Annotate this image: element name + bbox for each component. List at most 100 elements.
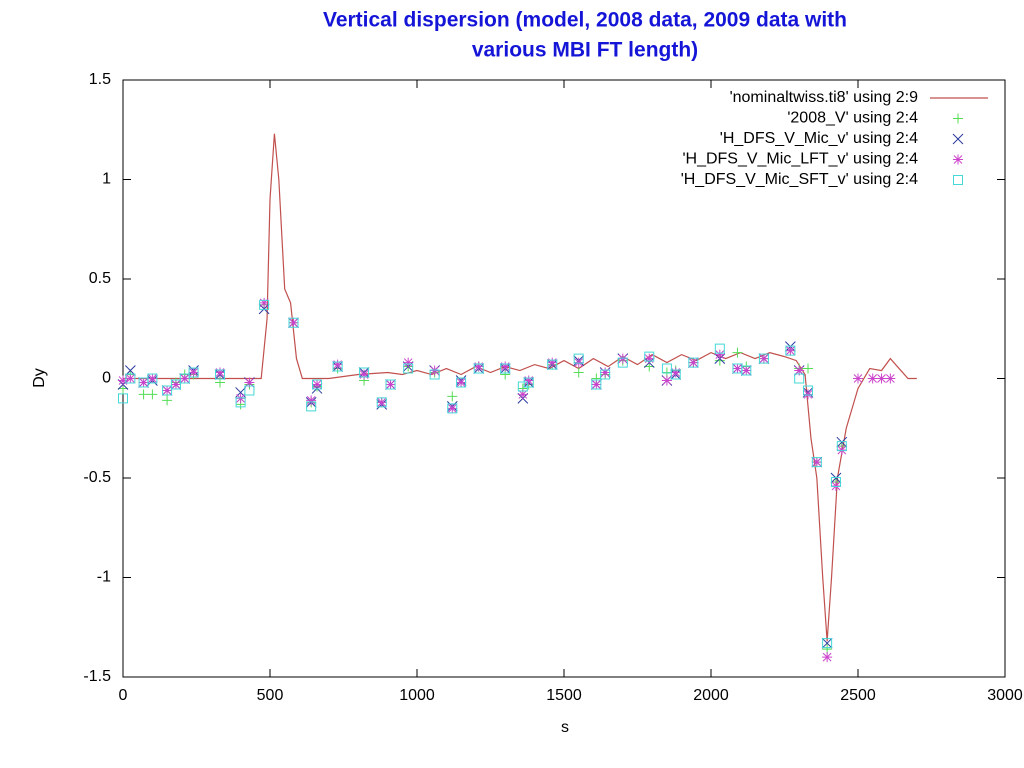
- marker-square: [125, 373, 136, 384]
- marker-square: [306, 401, 317, 412]
- marker-star: [517, 389, 528, 400]
- x-tick-label: 0: [119, 687, 128, 704]
- marker-star: [876, 373, 887, 384]
- marker-plus: [953, 113, 963, 124]
- chart-title: Vertical dispersion (model, 2008 data, 2…: [323, 9, 847, 32]
- marker-square: [447, 403, 458, 414]
- marker-square: [803, 385, 814, 396]
- marker-square: [811, 457, 822, 468]
- marker-square: [644, 351, 655, 362]
- y-tick-label: 0: [102, 370, 111, 387]
- marker-square: [830, 476, 841, 487]
- marker-square: [429, 369, 440, 380]
- x-tick-label: 500: [257, 687, 284, 704]
- marker-star: [125, 373, 136, 384]
- marker-star: [830, 480, 841, 491]
- marker-star: [644, 353, 655, 364]
- marker-plus: [732, 347, 743, 358]
- y-tick-label: -1: [97, 569, 111, 586]
- marker-square: [670, 369, 681, 380]
- marker-square: [162, 385, 173, 396]
- marker-star: [244, 377, 255, 388]
- marker-square: [473, 363, 484, 374]
- x-tick-label: 1500: [546, 687, 582, 704]
- marker-square: [547, 359, 558, 370]
- marker-square: [617, 357, 628, 368]
- marker-cross: [830, 472, 842, 484]
- legend-label: '2008_V' using 2:4: [787, 110, 918, 127]
- marker-star: [758, 353, 769, 364]
- marker-star: [288, 317, 299, 328]
- marker-star: [670, 367, 681, 378]
- x-tick-label: 2500: [840, 687, 876, 704]
- marker-star: [573, 357, 584, 368]
- y-tick-label: 1: [102, 171, 111, 188]
- marker-star: [661, 375, 672, 386]
- marker-cross: [836, 436, 848, 448]
- marker-square: [235, 397, 246, 408]
- legend-label: 'nominaltwiss.ti8' using 2:9: [730, 89, 919, 106]
- y-tick-label: 0.5: [89, 270, 111, 287]
- marker-square: [758, 353, 769, 364]
- marker-square: [741, 365, 752, 376]
- y-tick-label: 1.5: [89, 71, 111, 88]
- marker-star: [235, 393, 246, 404]
- marker-square: [312, 379, 323, 390]
- marker-star: [456, 377, 467, 388]
- marker-star: [836, 445, 847, 456]
- marker-star: [118, 375, 128, 386]
- marker-star: [385, 379, 396, 390]
- x-tick-label: 1000: [399, 687, 435, 704]
- marker-square: [359, 367, 370, 378]
- marker-star: [822, 652, 833, 663]
- marker-square: [688, 357, 699, 368]
- marker-star: [732, 363, 743, 374]
- marker-star: [188, 367, 199, 378]
- marker-star: [794, 365, 805, 376]
- marker-star: [138, 377, 149, 388]
- marker-square: [822, 638, 833, 649]
- marker-square: [138, 377, 149, 388]
- marker-star: [617, 353, 628, 364]
- marker-star: [429, 365, 440, 376]
- marker-star: [523, 375, 534, 386]
- marker-star: [803, 389, 814, 400]
- chart-title: various MBI FT length): [472, 39, 698, 62]
- marker-star: [500, 361, 511, 372]
- marker-star: [867, 373, 878, 384]
- marker-star: [170, 379, 181, 390]
- marker-star: [332, 359, 343, 370]
- marker-square: [259, 299, 270, 310]
- marker-star: [547, 357, 558, 368]
- marker-square: [785, 345, 796, 356]
- marker-square: [573, 353, 584, 364]
- x-tick-label: 2000: [693, 687, 729, 704]
- marker-square: [836, 441, 847, 452]
- marker-plus: [138, 389, 149, 400]
- marker-square: [376, 397, 387, 408]
- y-tick-label: -0.5: [83, 469, 111, 486]
- marker-square: [456, 377, 467, 388]
- marker-plus: [803, 363, 814, 374]
- y-axis-label: Dy: [31, 368, 48, 388]
- marker-star: [741, 365, 752, 376]
- marker-star: [306, 395, 317, 406]
- marker-square: [385, 379, 396, 390]
- marker-star: [359, 369, 370, 380]
- marker-square: [794, 373, 805, 384]
- marker-cross: [821, 637, 833, 649]
- marker-square: [118, 393, 128, 404]
- marker-star: [591, 379, 602, 390]
- marker-square: [188, 367, 199, 378]
- marker-star: [376, 397, 387, 408]
- marker-star: [953, 154, 963, 165]
- marker-star: [147, 373, 158, 384]
- marker-square: [523, 377, 534, 388]
- marker-star: [853, 373, 863, 384]
- marker-plus: [162, 395, 173, 406]
- model-line: [123, 133, 917, 642]
- marker-star: [885, 373, 896, 384]
- marker-cross: [952, 133, 964, 145]
- marker-square: [591, 379, 602, 390]
- marker-plus: [573, 367, 584, 378]
